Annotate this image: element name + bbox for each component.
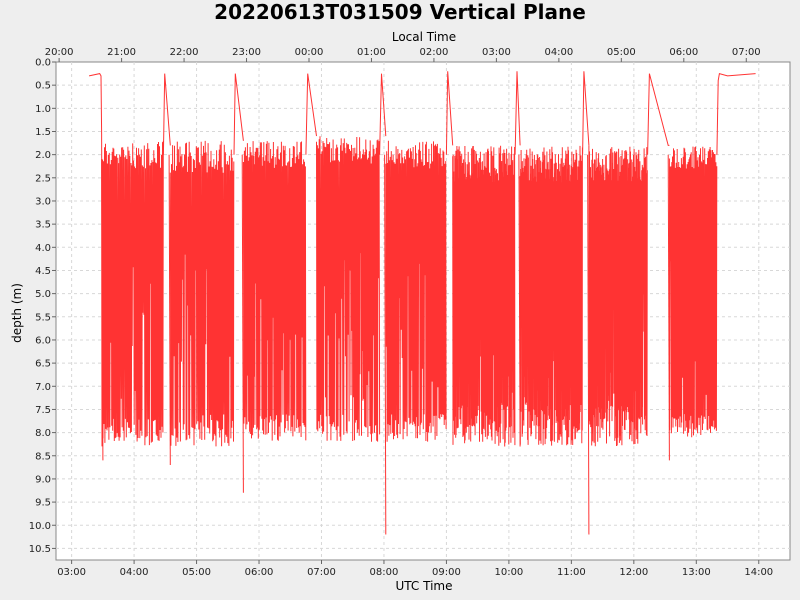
depth-connector-4: [168, 154, 171, 466]
depth-segment-4: [316, 136, 381, 442]
depth-segment-7: [519, 145, 583, 446]
y-tick-label: 7.0: [35, 382, 51, 393]
y-tick-label: 3.5: [35, 220, 51, 231]
top-tick-label: 02:00: [420, 47, 449, 58]
top-tick-label: 05:00: [607, 47, 636, 58]
y-tick-label: 2.5: [35, 173, 51, 184]
x-axis-label: UTC Time: [396, 579, 453, 593]
top-tick-label: 01:00: [357, 47, 386, 58]
x-tick-label: 12:00: [619, 567, 648, 578]
depth-connector-3: [162, 73, 171, 155]
y-tick-label: 3.0: [35, 196, 51, 207]
y-tick-label: 0.5: [35, 81, 51, 92]
top-tick-label: 21:00: [107, 47, 136, 58]
y-tick-label: 2.0: [35, 150, 51, 161]
x-tick-label: 11:00: [557, 567, 586, 578]
y-tick-label: 4.5: [35, 266, 51, 277]
y-tick-label: 6.5: [35, 359, 51, 370]
y-tick-label: 8.0: [35, 428, 51, 439]
depth-connector-11: [514, 71, 521, 155]
y-tick-label: 10.0: [29, 521, 51, 532]
y-tick-label: 9.0: [35, 474, 51, 485]
x-tick-label: 06:00: [245, 567, 274, 578]
depth-connector-15: [647, 73, 670, 155]
x-tick-label: 08:00: [370, 567, 399, 578]
depth-segment-6: [452, 145, 516, 447]
x-tick-label: 04:00: [120, 567, 149, 578]
depth-segment-2: [169, 140, 235, 447]
top-axis-label: Local Time: [392, 30, 456, 44]
depth-segment-9: [668, 146, 718, 438]
depth-segment-3: [242, 141, 307, 441]
y-axis-label: depth (m): [10, 283, 24, 343]
y-tick-label: 1.5: [35, 127, 51, 138]
depth-connector-16: [667, 154, 670, 461]
y-tick-label: 6.0: [35, 335, 51, 346]
y-tick-label: 1.0: [35, 104, 51, 115]
depth-connector-17: [716, 72, 756, 155]
top-tick-label: 04:00: [544, 47, 573, 58]
depth-connector-7: [305, 73, 317, 155]
x-tick-label: 09:00: [432, 567, 461, 578]
top-tick-label: 07:00: [732, 47, 761, 58]
x-tick-label: 13:00: [682, 567, 711, 578]
x-tick-label: 05:00: [182, 567, 211, 578]
depth-connector-14: [587, 154, 590, 535]
x-tick-label: 03:00: [57, 567, 86, 578]
y-tick-label: 9.5: [35, 498, 51, 509]
depth-connector-2: [101, 131, 104, 461]
x-tick-label: 14:00: [744, 567, 773, 578]
x-tick-label: 10:00: [494, 567, 523, 578]
depth-segment-1: [101, 140, 164, 447]
y-tick-label: 0.0: [35, 58, 51, 69]
chart-title: 20220613T031509 Vertical Plane: [214, 0, 586, 24]
depth-series: [88, 71, 756, 535]
top-tick-label: 03:00: [482, 47, 511, 58]
depth-connector-1: [88, 73, 103, 132]
y-tick-label: 7.5: [35, 405, 51, 416]
y-tick-label: 4.0: [35, 243, 51, 254]
y-tick-label: 5.0: [35, 289, 51, 300]
top-tick-label: 06:00: [669, 47, 698, 58]
depth-connector-13: [582, 71, 590, 155]
y-tick-label: 10.5: [29, 544, 51, 555]
y-tick-label: 8.5: [35, 451, 51, 462]
depth-connector-8: [379, 73, 387, 155]
top-tick-label: 20:00: [45, 47, 74, 58]
y-tick-label: 5.5: [35, 312, 51, 323]
x-tick-label: 07:00: [307, 567, 336, 578]
top-tick-label: 23:00: [232, 47, 261, 58]
top-tick-label: 22:00: [170, 47, 199, 58]
depth-connector-6: [241, 154, 244, 493]
depth-connector-5: [233, 73, 244, 155]
top-tick-label: 00:00: [295, 47, 324, 58]
depth-connector-12: [518, 154, 521, 447]
depth-segment-8: [588, 145, 648, 447]
depth-segment-5: [385, 140, 447, 442]
depth-connector-9: [384, 154, 387, 535]
axes: 0.0 0.5 1.0 1.5 2.0 2.5 3.0 3.5 4.0 4.5 5.0 5.5 6.0 6…: [29, 47, 773, 578]
depth-connector-10: [445, 71, 454, 155]
